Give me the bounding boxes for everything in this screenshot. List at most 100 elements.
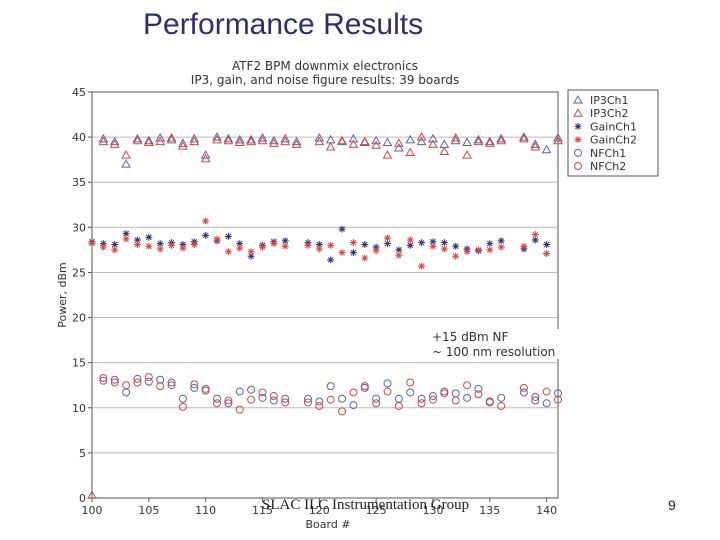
data-point-gainch2 (452, 252, 460, 260)
data-point-nfch2 (417, 399, 426, 408)
data-point-ip3ch1 (223, 133, 234, 143)
data-point-ip3ch1 (132, 133, 143, 143)
data-point-nfch2 (554, 395, 562, 404)
y-tick-label: 30 (72, 221, 86, 234)
data-point-nfch2 (372, 399, 381, 408)
data-point-gainch2 (520, 242, 528, 250)
data-point-ip3ch2 (382, 150, 393, 159)
chart-subtitle: IP3, gain, and noise figure results: 39 … (191, 73, 459, 87)
data-point-gainch1 (395, 246, 403, 254)
data-point-gainch1 (145, 233, 153, 241)
data-point-nfch2 (281, 398, 290, 407)
data-point-ip3ch1 (246, 134, 256, 144)
data-point-nfch1 (110, 375, 119, 384)
data-point-ip3ch2 (371, 140, 382, 149)
data-point-nfch2 (531, 392, 540, 401)
data-point-gainch2 (111, 246, 119, 254)
data-point-ip3ch2 (394, 138, 404, 147)
data-point-ip3ch1 (280, 133, 291, 143)
data-point-nfch2 (519, 383, 528, 392)
data-point-ip3ch2 (348, 139, 359, 148)
data-point-nfch1 (349, 401, 358, 410)
data-point-gainch2 (179, 244, 187, 252)
data-point-ip3ch2 (337, 135, 347, 145)
y-tick-label: 20 (72, 312, 86, 325)
data-point-gainch2 (543, 249, 551, 257)
data-point-ip3ch1 (189, 133, 200, 143)
data-point-ip3ch1 (519, 132, 529, 141)
data-point-nfch1 (519, 388, 528, 397)
data-point-ip3ch1 (121, 159, 131, 168)
data-point-gainch2 (384, 234, 392, 242)
legend-marker-ip3ch2 (573, 108, 583, 117)
data-point-gainch1 (338, 225, 346, 233)
data-point-gainch1 (133, 236, 141, 244)
data-point-ip3ch1 (416, 136, 427, 146)
data-point-gainch2 (395, 251, 403, 259)
data-point-nfch1 (372, 394, 381, 403)
data-point-nfch2 (326, 395, 335, 404)
data-point-nfch1 (326, 382, 335, 391)
data-point-ip3ch2 (257, 135, 268, 145)
legend-label-gainch2: GainCh2 (590, 134, 637, 147)
data-point-gainch2 (190, 240, 198, 248)
data-point-nfch2 (144, 373, 153, 382)
data-point-gainch1 (224, 232, 232, 240)
data-point-nfch2 (463, 381, 472, 390)
data-point-ip3ch2 (87, 490, 97, 499)
data-point-ip3ch2 (121, 150, 131, 159)
data-point-gainch1 (418, 239, 426, 247)
data-point-gainch1 (531, 236, 539, 244)
data-point-gainch2 (486, 246, 494, 254)
data-point-gainch2 (463, 248, 471, 256)
data-point-ip3ch2 (98, 136, 109, 146)
x-axis-label: Board # (305, 518, 350, 531)
data-point-nfch1 (122, 388, 131, 397)
data-points (87, 132, 563, 499)
data-point-gainch2 (531, 231, 539, 239)
legend-label-ip3ch1: IP3Ch1 (590, 94, 629, 107)
data-point-gainch1 (372, 243, 380, 251)
data-point-nfch1 (315, 397, 324, 406)
data-point-nfch1 (156, 375, 165, 384)
data-point-ip3ch2 (234, 137, 245, 147)
data-point-gainch2 (236, 244, 244, 252)
legend-label-nfch2: NFCh2 (590, 160, 626, 173)
data-point-ip3ch1 (348, 133, 359, 143)
data-point-nfch1 (224, 399, 233, 408)
data-point-gainch1 (543, 240, 551, 248)
legend-marker-nfch1 (574, 148, 582, 157)
data-point-nfch1 (428, 392, 437, 401)
x-tick-label: 125 (366, 504, 387, 517)
data-point-nfch1 (338, 394, 347, 403)
page-number: 9 (668, 497, 676, 513)
data-point-gainch1 (497, 237, 505, 245)
data-point-gainch2 (168, 241, 176, 249)
data-point-nfch2 (213, 399, 222, 408)
data-point-gainch2 (247, 248, 255, 256)
data-point-ip3ch2 (189, 136, 200, 146)
data-point-ip3ch2 (416, 132, 427, 141)
data-point-nfch1 (281, 394, 290, 403)
data-point-gainch1 (122, 230, 130, 238)
data-point-nfch2 (542, 387, 551, 396)
y-tick-label: 10 (72, 402, 86, 415)
legend-label-nfch1: NFCh1 (590, 147, 626, 160)
x-tick-label: 130 (422, 504, 443, 517)
data-point-gainch2 (88, 240, 96, 248)
data-point-ip3ch2 (359, 136, 370, 146)
data-point-gainch1 (361, 240, 369, 248)
data-point-ip3ch2 (553, 135, 563, 145)
data-point-ip3ch1 (484, 136, 495, 146)
chart-title: ATF2 BPM downmix electronics (232, 59, 418, 73)
data-point-nfch1 (303, 394, 312, 403)
y-tick-label: 5 (79, 447, 86, 460)
data-point-ip3ch2 (496, 135, 507, 145)
data-point-nfch2 (156, 382, 165, 391)
data-point-ip3ch1 (178, 138, 188, 147)
data-point-gainch1 (440, 239, 448, 247)
data-point-nfch2 (428, 395, 437, 404)
plot-frame (91, 91, 559, 499)
x-axis-ticks: 100 105 110 115 120 125 130 135 140 (82, 498, 557, 517)
